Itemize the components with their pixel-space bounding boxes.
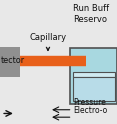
- Text: Capillary: Capillary: [29, 33, 67, 51]
- Text: Electro-o: Electro-o: [73, 106, 107, 115]
- Bar: [73, 77, 115, 101]
- Text: Pressure: Pressure: [73, 98, 106, 107]
- Bar: [0, 47, 20, 77]
- Text: Run Buff: Run Buff: [73, 4, 109, 13]
- Bar: [70, 48, 117, 104]
- Text: tector: tector: [1, 56, 25, 65]
- Text: Reservo: Reservo: [73, 15, 107, 24]
- Bar: [73, 72, 115, 77]
